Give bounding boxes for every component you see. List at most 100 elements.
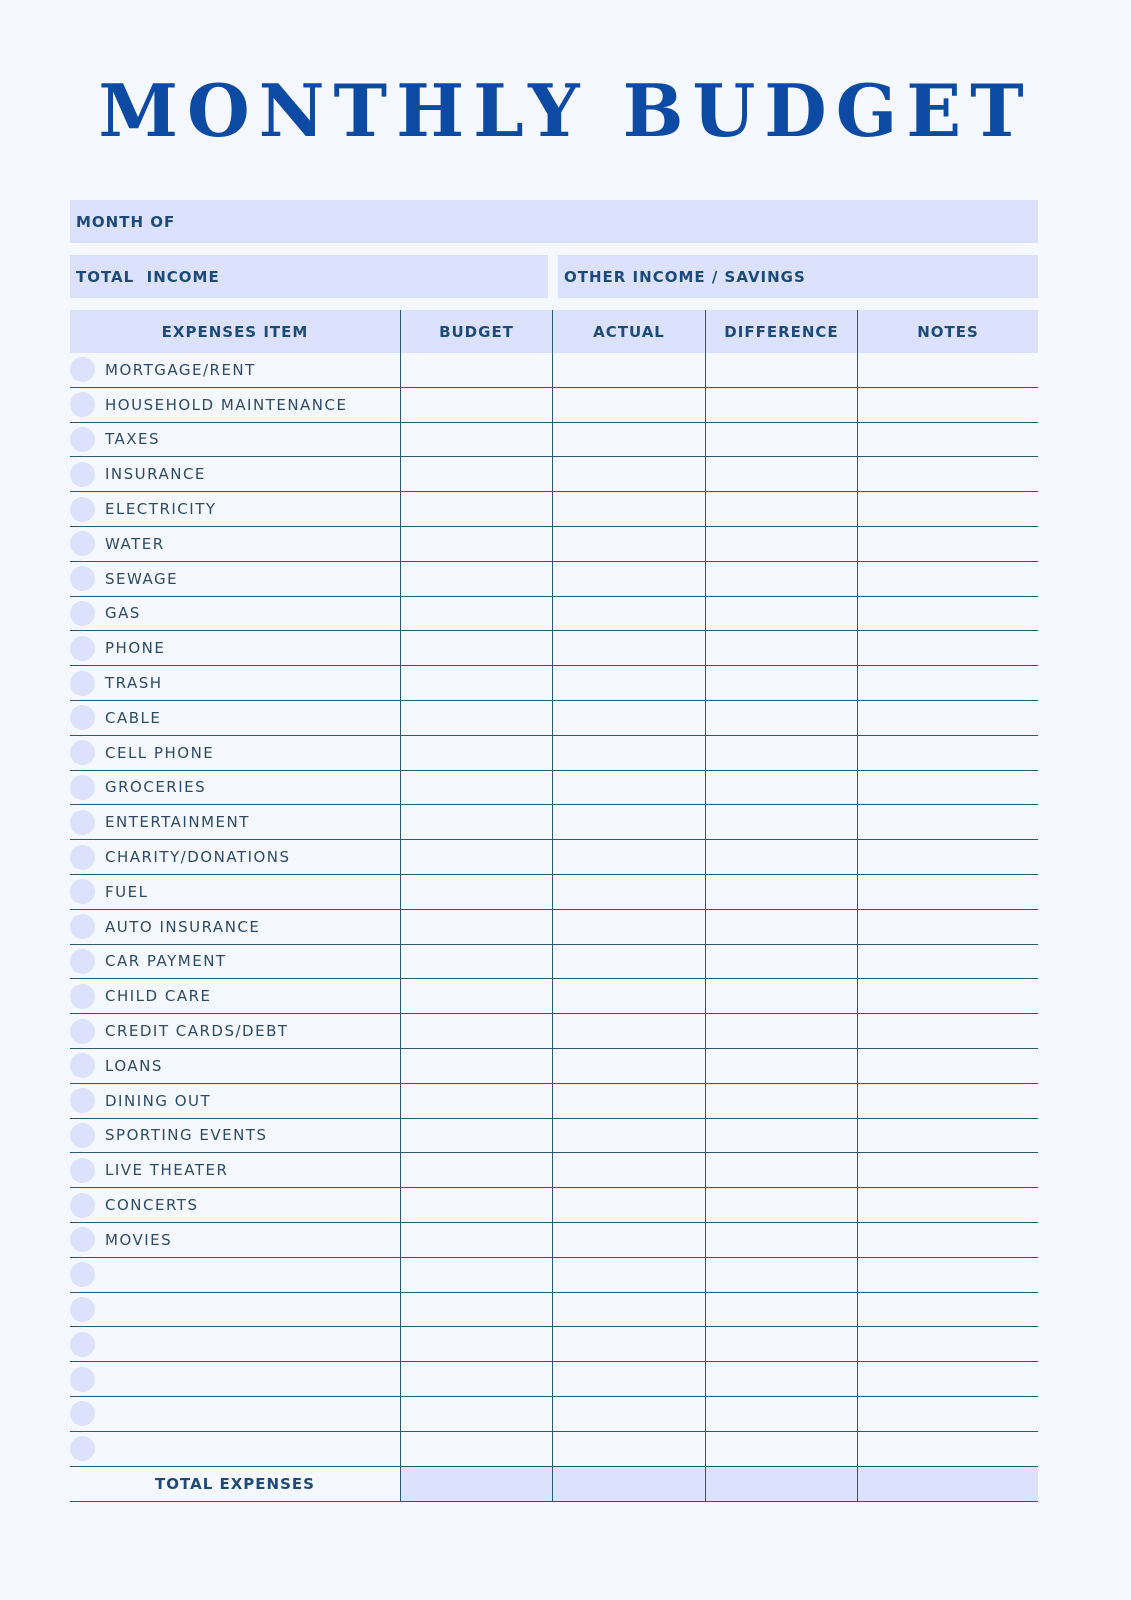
- difference-cell[interactable]: [705, 422, 857, 457]
- difference-cell[interactable]: [705, 492, 857, 526]
- checkbox-circle[interactable]: [70, 844, 95, 870]
- budget-cell[interactable]: [400, 1083, 552, 1118]
- budget-cell[interactable]: [400, 596, 552, 631]
- expense-item-cell[interactable]: GAS: [70, 597, 400, 631]
- actual-cell[interactable]: [552, 526, 705, 561]
- difference-cell[interactable]: [705, 1083, 857, 1118]
- notes-cell[interactable]: [857, 492, 1038, 526]
- notes-cell[interactable]: [857, 596, 1038, 631]
- checkbox-circle[interactable]: [70, 809, 95, 835]
- budget-cell[interactable]: [400, 1362, 552, 1396]
- checkbox-circle[interactable]: [70, 1053, 95, 1079]
- difference-cell[interactable]: [705, 561, 857, 596]
- notes-cell[interactable]: [857, 1118, 1038, 1153]
- expense-item-cell[interactable]: [70, 1397, 400, 1431]
- checkbox-circle[interactable]: [70, 496, 95, 522]
- checkbox-circle[interactable]: [70, 1018, 95, 1044]
- budget-cell[interactable]: [400, 1396, 552, 1431]
- expense-item-cell[interactable]: [70, 1258, 400, 1292]
- budget-cell[interactable]: [400, 1153, 552, 1188]
- budget-cell[interactable]: [400, 1118, 552, 1153]
- difference-cell[interactable]: [705, 457, 857, 492]
- actual-cell[interactable]: [552, 979, 705, 1014]
- notes-cell[interactable]: [857, 1188, 1038, 1222]
- budget-cell[interactable]: [400, 666, 552, 700]
- checkbox-circle[interactable]: [70, 1296, 95, 1322]
- notes-cell[interactable]: [857, 805, 1038, 840]
- difference-cell[interactable]: [705, 1014, 857, 1048]
- budget-cell[interactable]: [400, 1014, 552, 1048]
- checkbox-circle[interactable]: [70, 566, 95, 592]
- month-of-field[interactable]: MONTH OF: [70, 200, 1038, 243]
- notes-cell[interactable]: [857, 1292, 1038, 1327]
- budget-cell[interactable]: [400, 1222, 552, 1257]
- actual-cell[interactable]: [552, 422, 705, 457]
- actual-cell[interactable]: [552, 805, 705, 840]
- checkbox-circle[interactable]: [70, 983, 95, 1009]
- budget-cell[interactable]: [400, 700, 552, 735]
- difference-cell[interactable]: [705, 1048, 857, 1083]
- difference-cell[interactable]: [705, 353, 857, 387]
- budget-cell[interactable]: [400, 1292, 552, 1327]
- expense-item-cell[interactable]: PHONE: [70, 631, 400, 665]
- actual-cell[interactable]: [552, 1362, 705, 1396]
- notes-cell[interactable]: [857, 666, 1038, 700]
- actual-cell[interactable]: [552, 492, 705, 526]
- notes-cell[interactable]: [857, 909, 1038, 944]
- actual-cell[interactable]: [552, 561, 705, 596]
- budget-cell[interactable]: [400, 1327, 552, 1362]
- total-actual-cell[interactable]: [552, 1466, 705, 1501]
- difference-cell[interactable]: [705, 805, 857, 840]
- actual-cell[interactable]: [552, 1048, 705, 1083]
- expense-item-cell[interactable]: [70, 1293, 400, 1327]
- checkbox-circle[interactable]: [70, 392, 95, 418]
- actual-cell[interactable]: [552, 631, 705, 666]
- checkbox-circle[interactable]: [70, 531, 95, 557]
- budget-cell[interactable]: [400, 1257, 552, 1292]
- expense-item-cell[interactable]: WATER: [70, 527, 400, 561]
- budget-cell[interactable]: [400, 631, 552, 666]
- notes-cell[interactable]: [857, 1048, 1038, 1083]
- checkbox-circle[interactable]: [70, 705, 95, 731]
- checkbox-circle[interactable]: [70, 1331, 95, 1357]
- expense-item-cell[interactable]: HOUSEHOLD MAINTENANCE: [70, 388, 400, 422]
- difference-cell[interactable]: [705, 1188, 857, 1222]
- notes-cell[interactable]: [857, 735, 1038, 770]
- checkbox-circle[interactable]: [70, 774, 95, 800]
- total-budget-cell[interactable]: [400, 1466, 552, 1501]
- budget-cell[interactable]: [400, 735, 552, 770]
- budget-cell[interactable]: [400, 1048, 552, 1083]
- difference-cell[interactable]: [705, 735, 857, 770]
- budget-cell[interactable]: [400, 944, 552, 979]
- actual-cell[interactable]: [552, 457, 705, 492]
- notes-cell[interactable]: [857, 1083, 1038, 1118]
- expense-item-cell[interactable]: [70, 1362, 400, 1396]
- notes-cell[interactable]: [857, 422, 1038, 457]
- expense-item-cell[interactable]: SPORTING EVENTS: [70, 1119, 400, 1153]
- notes-cell[interactable]: [857, 561, 1038, 596]
- budget-cell[interactable]: [400, 909, 552, 944]
- expense-item-cell[interactable]: CONCERTS: [70, 1188, 400, 1222]
- budget-cell[interactable]: [400, 526, 552, 561]
- actual-cell[interactable]: [552, 1083, 705, 1118]
- checkbox-circle[interactable]: [70, 914, 95, 940]
- expense-item-cell[interactable]: SEWAGE: [70, 562, 400, 596]
- difference-cell[interactable]: [705, 666, 857, 700]
- expense-item-cell[interactable]: CABLE: [70, 701, 400, 735]
- total-income-field[interactable]: TOTAL INCOME: [70, 255, 548, 298]
- notes-cell[interactable]: [857, 770, 1038, 805]
- actual-cell[interactable]: [552, 596, 705, 631]
- expense-item-cell[interactable]: ELECTRICITY: [70, 492, 400, 526]
- difference-cell[interactable]: [705, 1118, 857, 1153]
- budget-cell[interactable]: [400, 979, 552, 1014]
- difference-cell[interactable]: [705, 1222, 857, 1257]
- actual-cell[interactable]: [552, 1153, 705, 1188]
- actual-cell[interactable]: [552, 1188, 705, 1222]
- budget-cell[interactable]: [400, 387, 552, 422]
- checkbox-circle[interactable]: [70, 879, 95, 905]
- expense-item-cell[interactable]: ENTERTAINMENT: [70, 805, 400, 839]
- actual-cell[interactable]: [552, 770, 705, 805]
- notes-cell[interactable]: [857, 1153, 1038, 1188]
- notes-cell[interactable]: [857, 1327, 1038, 1362]
- expense-item-cell[interactable]: MORTGAGE/RENT: [70, 353, 400, 387]
